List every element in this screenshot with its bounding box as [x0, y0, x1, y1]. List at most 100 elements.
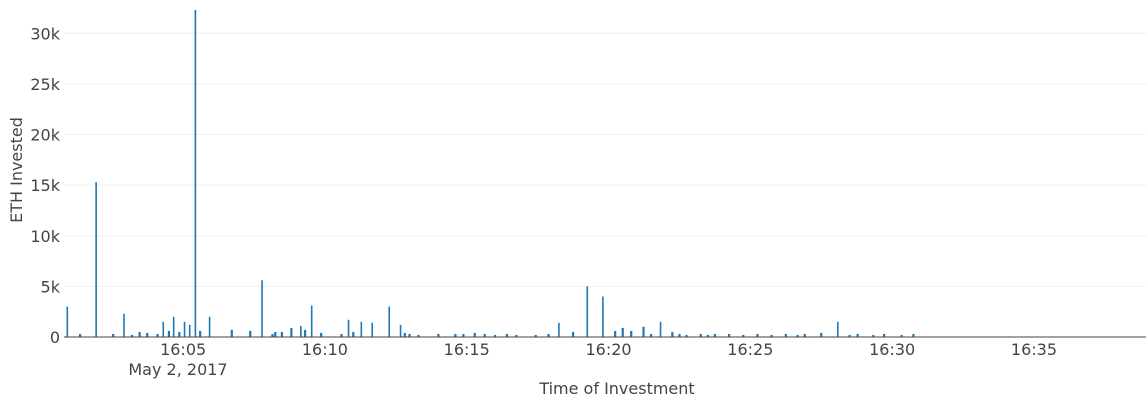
bar — [162, 321, 165, 337]
bar — [290, 327, 293, 337]
bar — [320, 332, 323, 337]
bar — [820, 332, 823, 337]
bar — [146, 332, 149, 337]
bar — [534, 334, 537, 337]
bar — [274, 331, 277, 337]
bar — [66, 306, 69, 337]
bar — [403, 332, 406, 337]
bar — [837, 321, 839, 337]
bar — [156, 333, 159, 337]
bar — [271, 333, 274, 337]
bar — [261, 280, 263, 337]
bar — [352, 331, 355, 337]
bar — [685, 334, 688, 337]
bar — [78, 333, 82, 337]
bar — [803, 333, 806, 337]
bar — [770, 334, 773, 337]
bar — [883, 333, 886, 337]
bar — [742, 334, 745, 337]
bar — [784, 333, 787, 337]
bar — [183, 321, 186, 337]
y-tick-label: 30k — [30, 24, 60, 43]
bar — [167, 330, 171, 337]
x-tick-label: 16:15 — [444, 340, 490, 359]
bar — [249, 330, 252, 337]
bar — [678, 333, 681, 337]
bar — [188, 324, 191, 337]
bar — [123, 313, 125, 337]
y-axis-title: ETH Invested — [7, 117, 26, 223]
bar — [454, 333, 457, 337]
bar — [199, 330, 202, 337]
bar — [505, 333, 509, 337]
bar — [388, 306, 391, 337]
bar — [230, 329, 233, 337]
x-tick-label: 16:35 — [1011, 340, 1057, 359]
bar — [473, 332, 476, 337]
bar — [493, 334, 497, 337]
bar — [727, 333, 731, 337]
bar — [178, 331, 181, 337]
y-tick-label: 15k — [30, 176, 60, 195]
bar — [300, 325, 302, 337]
bar — [172, 316, 175, 337]
bar — [756, 333, 759, 337]
bar — [848, 334, 851, 337]
bar — [340, 333, 343, 337]
bar — [621, 327, 624, 337]
x-tick-label: 16:20 — [585, 340, 631, 359]
bar — [112, 333, 115, 337]
bar — [649, 333, 653, 337]
bar — [872, 334, 875, 337]
bar — [796, 334, 799, 337]
grid-layer — [64, 32, 1146, 287]
bar — [437, 333, 440, 337]
bar — [194, 10, 197, 337]
bar — [671, 331, 674, 337]
bar — [462, 333, 465, 337]
bar — [208, 316, 211, 337]
y-tick-label: 25k — [30, 75, 60, 94]
bar — [586, 286, 589, 337]
bar — [303, 329, 307, 337]
bar — [602, 296, 604, 337]
y-tick-label: 10k — [30, 227, 60, 246]
bar — [713, 333, 717, 337]
bar — [371, 322, 373, 337]
y-tick-label: 5k — [41, 277, 61, 296]
bar — [912, 333, 915, 337]
bar — [900, 334, 903, 337]
bar — [417, 334, 420, 337]
bar — [515, 334, 518, 337]
bar — [95, 182, 97, 337]
bar — [659, 321, 662, 337]
axis-layer: 0 5k 10k 15k 20k 25k 30k 16:05 16:10 16:15 16:20 16… — [30, 24, 1146, 359]
date-label: May 2, 2017 — [128, 360, 227, 379]
bar — [699, 333, 702, 337]
bar — [571, 331, 575, 337]
bar — [547, 333, 550, 337]
x-axis-title: Time of Investment — [538, 379, 694, 398]
bar — [360, 321, 363, 337]
bar — [408, 333, 411, 337]
bar — [642, 326, 645, 337]
x-tick-label: 16:10 — [302, 340, 348, 359]
bar — [706, 334, 709, 337]
bar — [280, 331, 284, 337]
bar — [483, 333, 486, 337]
bar — [558, 322, 560, 337]
bar — [347, 319, 350, 337]
bar — [856, 333, 859, 337]
bars-layer — [66, 10, 915, 337]
x-tick-label: 16:05 — [160, 340, 206, 359]
x-tick-label: 16:30 — [869, 340, 915, 359]
bar — [138, 331, 141, 337]
bar — [130, 334, 134, 337]
x-tick-label: 16:25 — [727, 340, 773, 359]
y-tick-label: 0 — [50, 328, 60, 347]
bar — [399, 324, 402, 337]
bar — [614, 330, 617, 337]
bar — [630, 330, 633, 337]
y-tick-label: 20k — [30, 126, 60, 145]
